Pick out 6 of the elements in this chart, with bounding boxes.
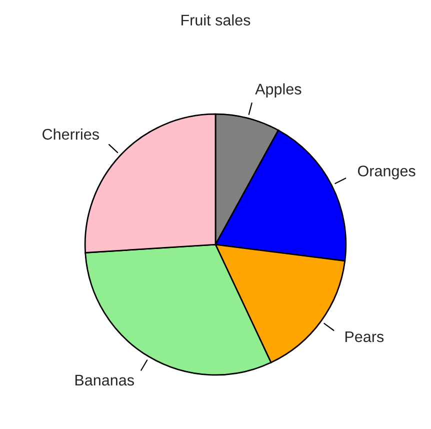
slice-label: Apples [255,83,302,98]
slice-label: Bananas [75,374,134,386]
chart-title: Fruit sales [182,14,250,26]
slice-label: Cherries [42,128,99,140]
slice-label: Oranges [358,166,416,180]
slice-label: Pears [345,331,384,342]
